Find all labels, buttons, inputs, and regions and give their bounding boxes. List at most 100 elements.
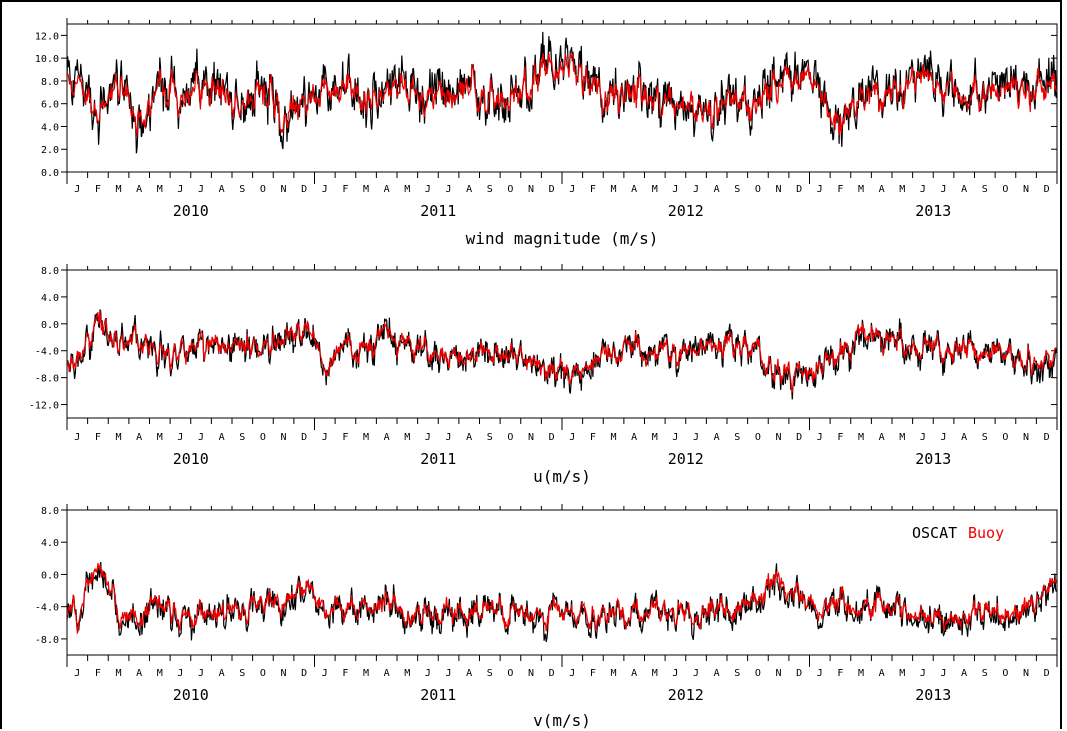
year-label: 2012 — [668, 686, 704, 704]
y-tick-label: -4.0 — [35, 347, 59, 358]
month-tick-label: M — [652, 668, 658, 679]
month-tick-label: A — [466, 184, 472, 195]
y-tick-label: 4.0 — [41, 538, 59, 549]
month-tick-label: F — [95, 668, 101, 679]
month-tick-label: A — [714, 432, 720, 443]
month-tick-label: D — [549, 432, 555, 443]
month-tick-label: S — [239, 184, 245, 195]
plot-frame — [66, 23, 1058, 173]
month-tick-label: F — [342, 184, 348, 195]
month-tick-label: A — [714, 184, 720, 195]
y-tick-label: 8.0 — [41, 506, 59, 517]
month-tick-label: A — [961, 668, 967, 679]
month-tick-label: J — [446, 668, 452, 679]
month-tick-label: J — [74, 432, 80, 443]
y-tick-label: 4.0 — [41, 293, 59, 304]
series-line-buoy — [67, 52, 1057, 136]
month-tick-label: N — [281, 184, 287, 195]
month-tick-label: J — [693, 668, 699, 679]
month-tick-label: N — [776, 432, 782, 443]
month-tick-label: A — [961, 184, 967, 195]
month-tick-label: O — [1002, 432, 1008, 443]
month-tick-label: J — [322, 184, 328, 195]
month-tick-label: O — [260, 184, 266, 195]
month-tick-label: J — [322, 668, 328, 679]
month-tick-label: J — [177, 668, 183, 679]
month-tick-label: D — [301, 668, 307, 679]
year-label: 2010 — [173, 686, 209, 704]
month-tick-label: O — [260, 432, 266, 443]
legend-oscat-label: OSCAT — [912, 524, 957, 542]
month-tick-label: D — [796, 432, 802, 443]
month-tick-label: J — [322, 432, 328, 443]
month-tick-label: N — [1023, 668, 1029, 679]
month-tick-label: A — [136, 668, 142, 679]
month-tick-label: S — [982, 184, 988, 195]
month-tick-label: O — [507, 668, 513, 679]
month-tick-label: J — [74, 184, 80, 195]
month-tick-label: A — [879, 184, 885, 195]
month-tick-label: F — [837, 184, 843, 195]
year-label: 2011 — [420, 202, 456, 220]
month-tick-label: S — [734, 432, 740, 443]
month-tick-label: F — [342, 432, 348, 443]
month-tick-label: A — [384, 432, 390, 443]
month-tick-label: S — [487, 432, 493, 443]
month-tick-label: N — [528, 668, 534, 679]
month-tick-label: F — [837, 432, 843, 443]
month-tick-label: A — [631, 184, 637, 195]
month-tick-label: J — [920, 668, 926, 679]
year-label: 2013 — [915, 202, 951, 220]
month-tick-label: A — [384, 668, 390, 679]
month-tick-label: D — [301, 432, 307, 443]
month-tick-label: M — [858, 432, 864, 443]
y-tick-label: -8.0 — [35, 635, 59, 646]
month-tick-label: J — [569, 668, 575, 679]
month-tick-label: M — [157, 432, 163, 443]
y-tick-label: 4.0 — [41, 122, 59, 133]
month-tick-label: M — [363, 432, 369, 443]
y-tick-label: -4.0 — [35, 603, 59, 614]
month-tick-label: D — [549, 184, 555, 195]
month-tick-label: J — [817, 432, 823, 443]
y-tick-label: 0.0 — [41, 570, 59, 581]
month-tick-label: J — [74, 668, 80, 679]
month-tick-label: J — [941, 432, 947, 443]
year-label: 2011 — [420, 686, 456, 704]
month-tick-label: M — [116, 668, 122, 679]
month-tick-label: M — [116, 184, 122, 195]
month-tick-label: O — [755, 668, 761, 679]
year-label: 2013 — [915, 450, 951, 468]
month-tick-label: O — [260, 668, 266, 679]
month-tick-label: N — [1023, 184, 1029, 195]
x-axis-label: u(m/s) — [533, 467, 591, 486]
month-tick-label: J — [569, 432, 575, 443]
y-tick-label: 8.0 — [41, 77, 59, 88]
month-tick-label: F — [342, 668, 348, 679]
y-tick-label: 12.0 — [35, 31, 59, 42]
month-tick-label: J — [672, 184, 678, 195]
month-tick-label: A — [466, 432, 472, 443]
year-label: 2012 — [668, 450, 704, 468]
month-tick-label: J — [672, 432, 678, 443]
month-tick-label: M — [363, 184, 369, 195]
year-label: 2011 — [420, 450, 456, 468]
month-tick-label: N — [1023, 432, 1029, 443]
month-tick-label: J — [177, 184, 183, 195]
month-tick-label: N — [281, 668, 287, 679]
month-tick-label: O — [507, 184, 513, 195]
month-tick-label: S — [734, 184, 740, 195]
month-tick-label: M — [404, 668, 410, 679]
month-tick-label: J — [693, 184, 699, 195]
month-tick-label: N — [528, 432, 534, 443]
x-axis-label: wind magnitude (m/s) — [466, 229, 659, 248]
month-tick-label: S — [734, 668, 740, 679]
series-line-buoy — [67, 310, 1057, 393]
month-tick-label: J — [941, 668, 947, 679]
month-tick-label: N — [281, 432, 287, 443]
month-tick-label: M — [404, 184, 410, 195]
y-tick-label: 0.0 — [41, 168, 59, 179]
month-tick-label: M — [611, 668, 617, 679]
